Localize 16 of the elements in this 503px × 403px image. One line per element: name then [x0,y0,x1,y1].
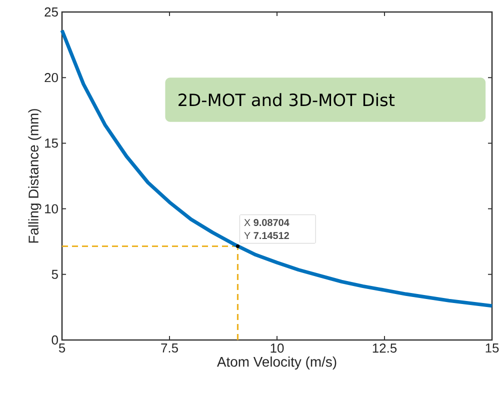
x-tick-label: 12.5 [372,344,397,353]
x-axis-title: Atom Velocity (m/s) [216,356,336,370]
y-tick-label: 20 [44,73,58,82]
annotation: Y 7.14512 [244,232,289,240]
x-tick-label: 7.5 [161,344,178,353]
y-axis-title: Falling Distance (mm) [28,109,42,243]
annotation: 2D-MOT and 3D-MOT Dist [178,93,395,106]
y-tick-label: 0 [52,335,58,345]
x-tick-label: 5 [58,344,66,353]
y-tick-label: 10 [45,204,58,214]
y-tick-label: 25 [44,7,58,17]
x-tick-label: 15 [486,344,499,353]
y-tick-label: 15 [45,138,58,148]
x-tick-label: 10 [270,344,284,353]
annotation: X 9.08704 [244,219,290,226]
y-tick-label: 5 [52,270,58,279]
